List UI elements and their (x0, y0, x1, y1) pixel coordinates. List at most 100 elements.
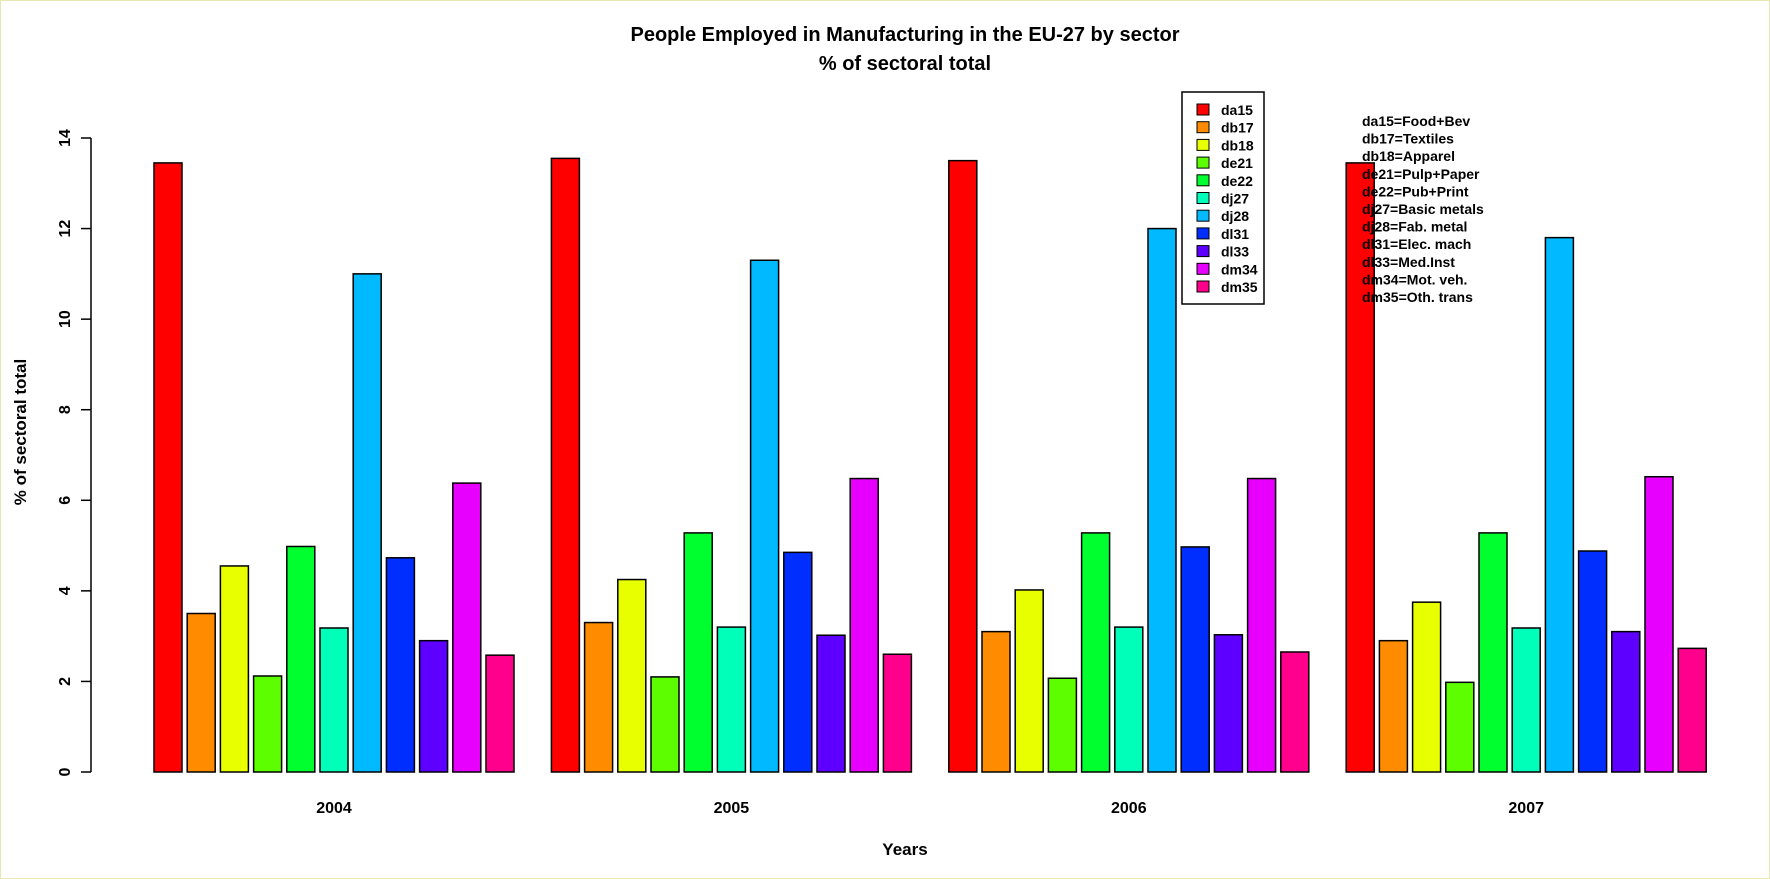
legend-label-de22: de22 (1221, 173, 1253, 189)
bar-dj28-2005 (749, 259, 780, 773)
y-tick-label: 2 (57, 677, 74, 686)
legend-swatch-dl31 (1196, 227, 1210, 240)
bar-db18-2005 (617, 578, 647, 773)
bar-de22-2006 (1080, 532, 1111, 773)
note-line: db17=Textiles (1362, 131, 1454, 147)
bar-db17-2004 (186, 612, 216, 773)
legend-swatch-da15 (1196, 103, 1210, 116)
chart-title: People Employed in Manufacturing in the … (631, 24, 1180, 46)
x-axis-label: Years (882, 840, 927, 859)
bar-db18-2006 (1014, 589, 1044, 773)
bars-group (153, 157, 1707, 773)
bar-de22-2007 (1478, 532, 1508, 773)
note-line: dj27=Basic metals (1362, 201, 1484, 217)
bar-dm34-2007 (1644, 475, 1674, 773)
legend-swatch-de22 (1196, 174, 1210, 187)
bar-da15-2005 (550, 157, 581, 773)
bar-de21-2005 (650, 676, 680, 773)
bar-da15-2006 (948, 159, 978, 773)
legend-label-dl31: dl31 (1221, 226, 1249, 242)
bar-dl33-2006 (1213, 634, 1244, 773)
bar-dm35-2006 (1280, 651, 1310, 773)
note-line: db18=Apparel (1362, 148, 1455, 164)
legend-swatch-dm35 (1196, 280, 1210, 293)
chart-subtitle: % of sectoral total (819, 53, 991, 75)
x-tick-labels: 2004 2005 2006 2007 (316, 800, 1544, 817)
bar-dm34-2005 (849, 477, 879, 773)
y-tick-label: 6 (57, 496, 74, 505)
legend-label-dj27: dj27 (1221, 191, 1249, 207)
bar-dl31-2007 (1577, 550, 1608, 773)
legend-label-db17: db17 (1221, 120, 1254, 136)
note-line: dj28=Fab. metal (1362, 219, 1467, 235)
bar-db18-2004 (219, 565, 250, 773)
legend-swatch-dm34 (1196, 262, 1210, 275)
bar-dj27-2005 (716, 626, 747, 773)
bar-dl31-2006 (1180, 546, 1210, 773)
legend-swatch-db18 (1196, 138, 1210, 151)
bar-de21-2007 (1445, 681, 1475, 773)
bar-dj27-2007 (1511, 627, 1541, 773)
bar-dj28-2004 (352, 273, 382, 773)
bar-dl33-2005 (816, 634, 846, 773)
note-line: dm35=Oth. trans (1362, 289, 1473, 305)
x-tick-label: 2004 (316, 800, 352, 817)
x-tick-label: 2007 (1508, 800, 1544, 817)
bar-da15-2007 (1345, 162, 1375, 773)
bar-dl33-2007 (1611, 630, 1641, 773)
legend-label-dm35: dm35 (1221, 279, 1258, 295)
bar-dj27-2004 (319, 627, 349, 773)
bar-de22-2004 (286, 545, 316, 773)
bar-dm35-2007 (1677, 647, 1707, 773)
x-tick-label: 2005 (714, 800, 750, 817)
y-axis-label: % of sectoral total (11, 359, 30, 505)
bar-dj28-2007 (1544, 236, 1575, 773)
legend-label-dj28: dj28 (1221, 208, 1249, 224)
bar-db17-2007 (1378, 639, 1409, 773)
legend-swatch-dl33 (1196, 245, 1210, 258)
legend-swatch-db17 (1196, 121, 1210, 134)
note-line: dm34=Mot. veh. (1362, 271, 1467, 287)
legend-label-de21: de21 (1221, 155, 1253, 171)
legend-label-da15: da15 (1221, 102, 1253, 118)
legend-label-db18: db18 (1221, 137, 1254, 153)
bar-dm35-2005 (882, 653, 913, 773)
note-line: de21=Pulp+Paper (1362, 166, 1480, 182)
legend-swatch-de21 (1196, 156, 1210, 169)
legend-label-dm34: dm34 (1221, 261, 1258, 277)
note-line: dl33=Med.Inst (1362, 254, 1455, 270)
note-line: de22=Pub+Print (1362, 183, 1469, 199)
bar-db18-2007 (1411, 601, 1442, 773)
bar-dl33-2004 (418, 639, 449, 773)
y-tick-label: 12 (57, 220, 74, 238)
y-tick-label: 10 (57, 310, 74, 328)
y-tick-label: 14 (57, 129, 74, 147)
x-tick-label: 2006 (1111, 800, 1147, 817)
bar-dj27-2006 (1114, 626, 1144, 773)
y-axis: 0 2 4 6 8 10 12 14 (57, 129, 92, 776)
legend-swatch-dj27 (1196, 192, 1210, 204)
note-line: dl31=Elec. mach (1362, 236, 1471, 252)
legend-swatch-dj28 (1196, 209, 1210, 222)
note-line: da15=Food+Bev (1362, 113, 1470, 129)
bar-de22-2005 (683, 532, 713, 773)
bar-db17-2006 (981, 630, 1011, 773)
bar-dl31-2004 (385, 557, 416, 773)
y-tick-label: 0 (57, 767, 74, 776)
bar-db17-2005 (583, 621, 614, 773)
bar-de21-2004 (252, 675, 283, 773)
legend-label-dl33: dl33 (1221, 244, 1249, 260)
bar-dm34-2006 (1246, 477, 1277, 773)
legend-box (1181, 91, 1265, 305)
y-tick-label: 4 (57, 586, 74, 595)
bar-dl31-2005 (783, 551, 813, 773)
bar-da15-2004 (153, 162, 183, 773)
bar-dm34-2004 (452, 482, 482, 773)
bar-dj28-2006 (1147, 227, 1177, 773)
y-tick-label: 8 (57, 405, 74, 414)
bar-dm35-2004 (485, 654, 515, 773)
bar-de21-2006 (1047, 677, 1078, 773)
